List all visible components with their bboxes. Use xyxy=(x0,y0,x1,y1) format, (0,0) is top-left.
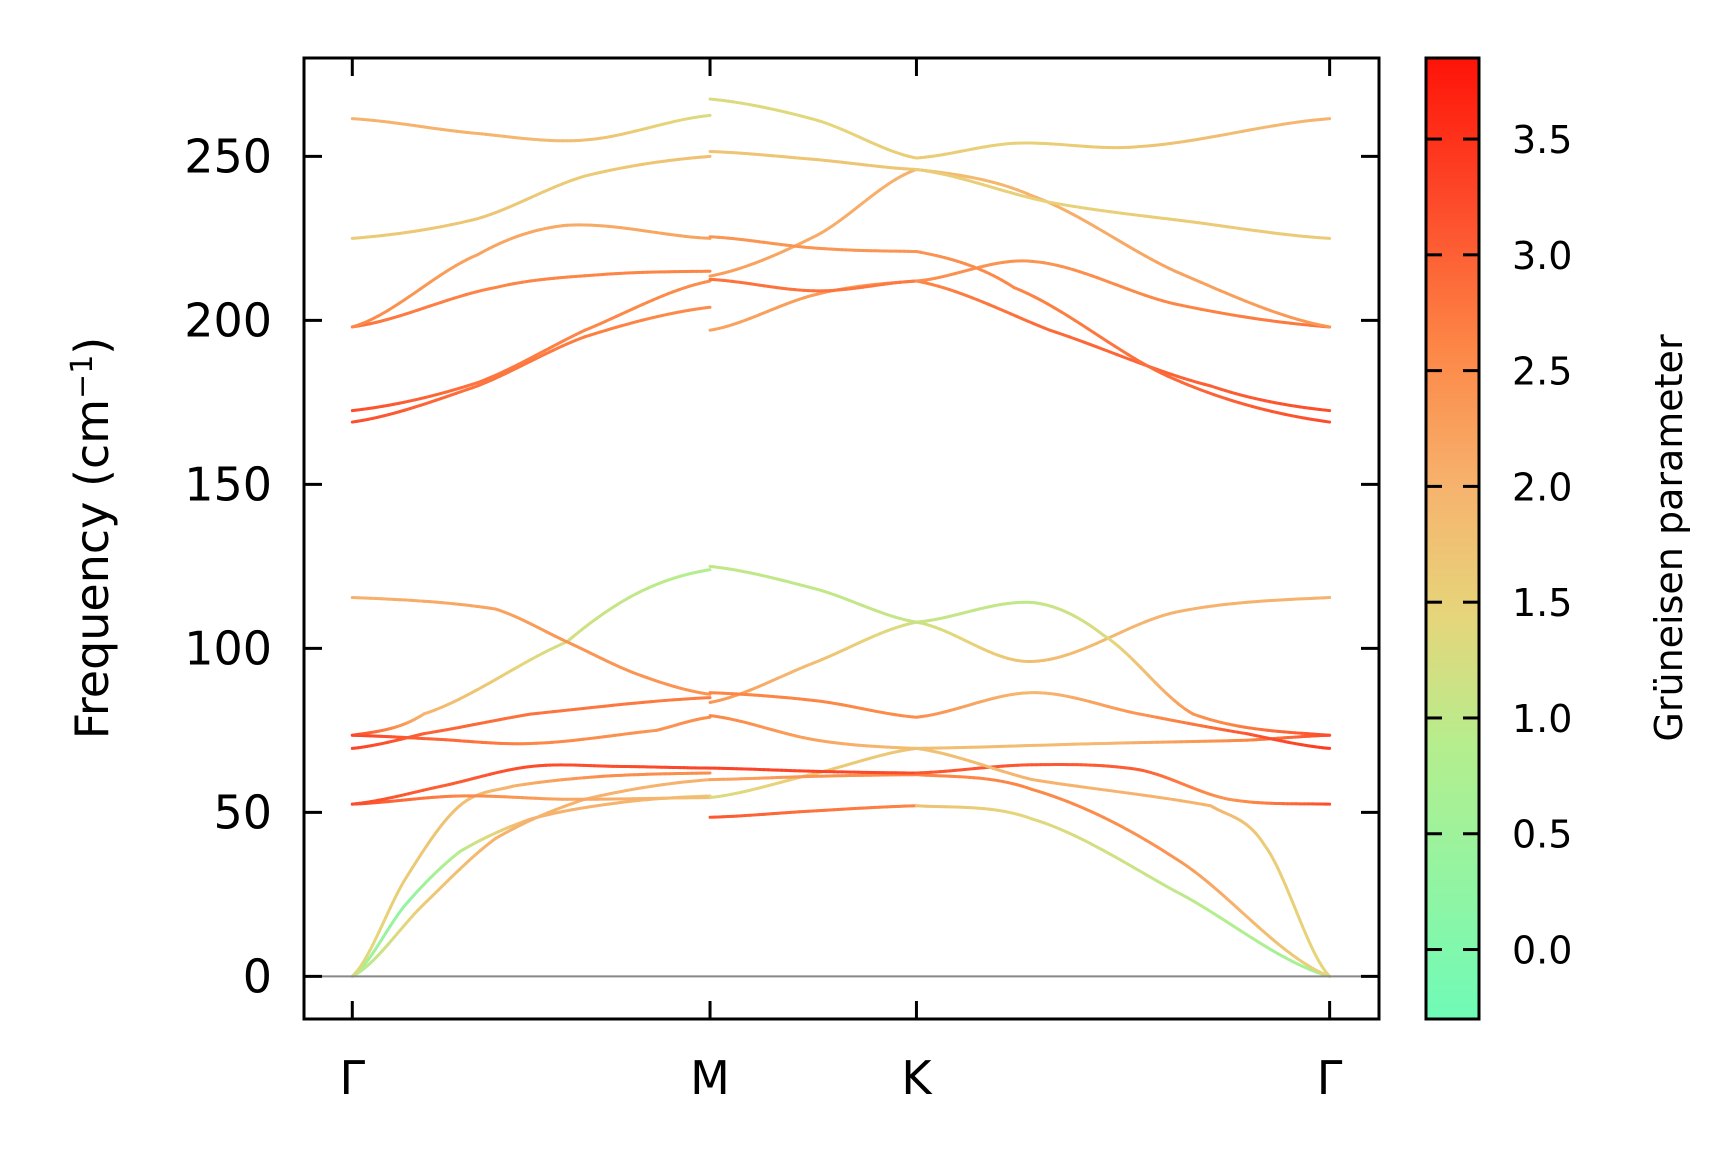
band-25 xyxy=(708,277,918,293)
band-37 xyxy=(914,600,1332,737)
band-38 xyxy=(914,279,1332,413)
band-29 xyxy=(708,97,918,160)
band-curves xyxy=(350,97,1332,978)
band-32 xyxy=(914,763,1332,806)
y-axis-ticks: 0 50 100 150 200 250 xyxy=(184,129,1379,1003)
band-43 xyxy=(914,117,1332,160)
band-26 xyxy=(708,168,918,278)
y-tick-label: 0 xyxy=(243,949,272,1003)
y-axis-title-superscript: −1 xyxy=(65,355,100,399)
band-20 xyxy=(708,714,918,750)
band-22 xyxy=(708,691,918,719)
colorbar-tick-label: 1.5 xyxy=(1512,581,1572,625)
band-1 xyxy=(350,794,712,978)
band-42 xyxy=(914,168,1332,240)
band-33 xyxy=(914,746,1332,978)
colorbar-tick-label: 2.5 xyxy=(1512,350,1572,394)
x-tick-label: K xyxy=(901,1051,933,1105)
y-axis-title: Frequency (cm−1) xyxy=(65,337,119,740)
y-tick-label: 50 xyxy=(213,785,272,839)
band-16 xyxy=(708,804,918,819)
y-axis-title-main: Frequency (cm xyxy=(65,399,119,739)
band-15 xyxy=(350,113,712,143)
band-31 xyxy=(914,773,1332,978)
x-tick-label: M xyxy=(690,1051,730,1105)
band-41 xyxy=(914,168,1332,329)
y-tick-label: 100 xyxy=(184,621,272,675)
band-36 xyxy=(914,596,1332,664)
colorbar-tick-label: 2.0 xyxy=(1512,465,1572,509)
colorbar-ticks: 0.0 0.5 1.0 1.5 2.0 2.5 3.0 3.5 xyxy=(1426,118,1572,973)
band-5 xyxy=(350,763,712,806)
colorbar-tick-label: 0.5 xyxy=(1512,813,1572,857)
band-11 xyxy=(350,279,712,413)
colorbar-title: Grüneisen parameter xyxy=(1647,334,1691,742)
band-18 xyxy=(708,773,918,782)
colorbar-tick-label: 1.0 xyxy=(1512,697,1572,741)
band-35 xyxy=(914,691,1332,750)
plot-frame xyxy=(302,56,1381,1021)
band-10 xyxy=(350,305,712,424)
colorbar-tick-label: 3.5 xyxy=(1512,118,1572,162)
band-13 xyxy=(350,223,712,329)
band-segment xyxy=(703,305,712,310)
band-9 xyxy=(350,596,712,696)
band-30 xyxy=(914,804,1332,978)
band-8 xyxy=(350,568,712,737)
band-24 xyxy=(708,279,918,332)
band-23 xyxy=(708,564,918,624)
x-tick-label: Γ xyxy=(339,1051,365,1105)
band-3 xyxy=(350,771,712,978)
band-segment xyxy=(703,113,712,118)
band-40 xyxy=(914,250,1332,424)
colorbar-tick-label: 3.0 xyxy=(1512,234,1572,278)
band-27 xyxy=(708,235,918,254)
y-tick-label: 200 xyxy=(184,293,272,347)
x-tick-label: Γ xyxy=(1317,1051,1343,1105)
band-39 xyxy=(914,259,1332,329)
band-segment xyxy=(1321,419,1332,424)
y-axis-title-close: ) xyxy=(65,337,119,355)
band-19 xyxy=(708,766,918,775)
band-14 xyxy=(350,154,712,240)
y-tick-label: 250 xyxy=(184,129,272,183)
band-7 xyxy=(350,715,712,746)
y-tick-label: 150 xyxy=(184,457,272,511)
band-28 xyxy=(708,149,918,172)
colorbar-tick-label: 0.0 xyxy=(1512,929,1572,973)
band-segment xyxy=(1323,408,1332,413)
band-segment xyxy=(1321,324,1332,329)
colorbar xyxy=(1424,56,1481,1021)
band-21 xyxy=(708,620,918,704)
band-segment xyxy=(703,279,712,284)
band-12 xyxy=(350,269,712,329)
band-segment xyxy=(1320,117,1332,121)
